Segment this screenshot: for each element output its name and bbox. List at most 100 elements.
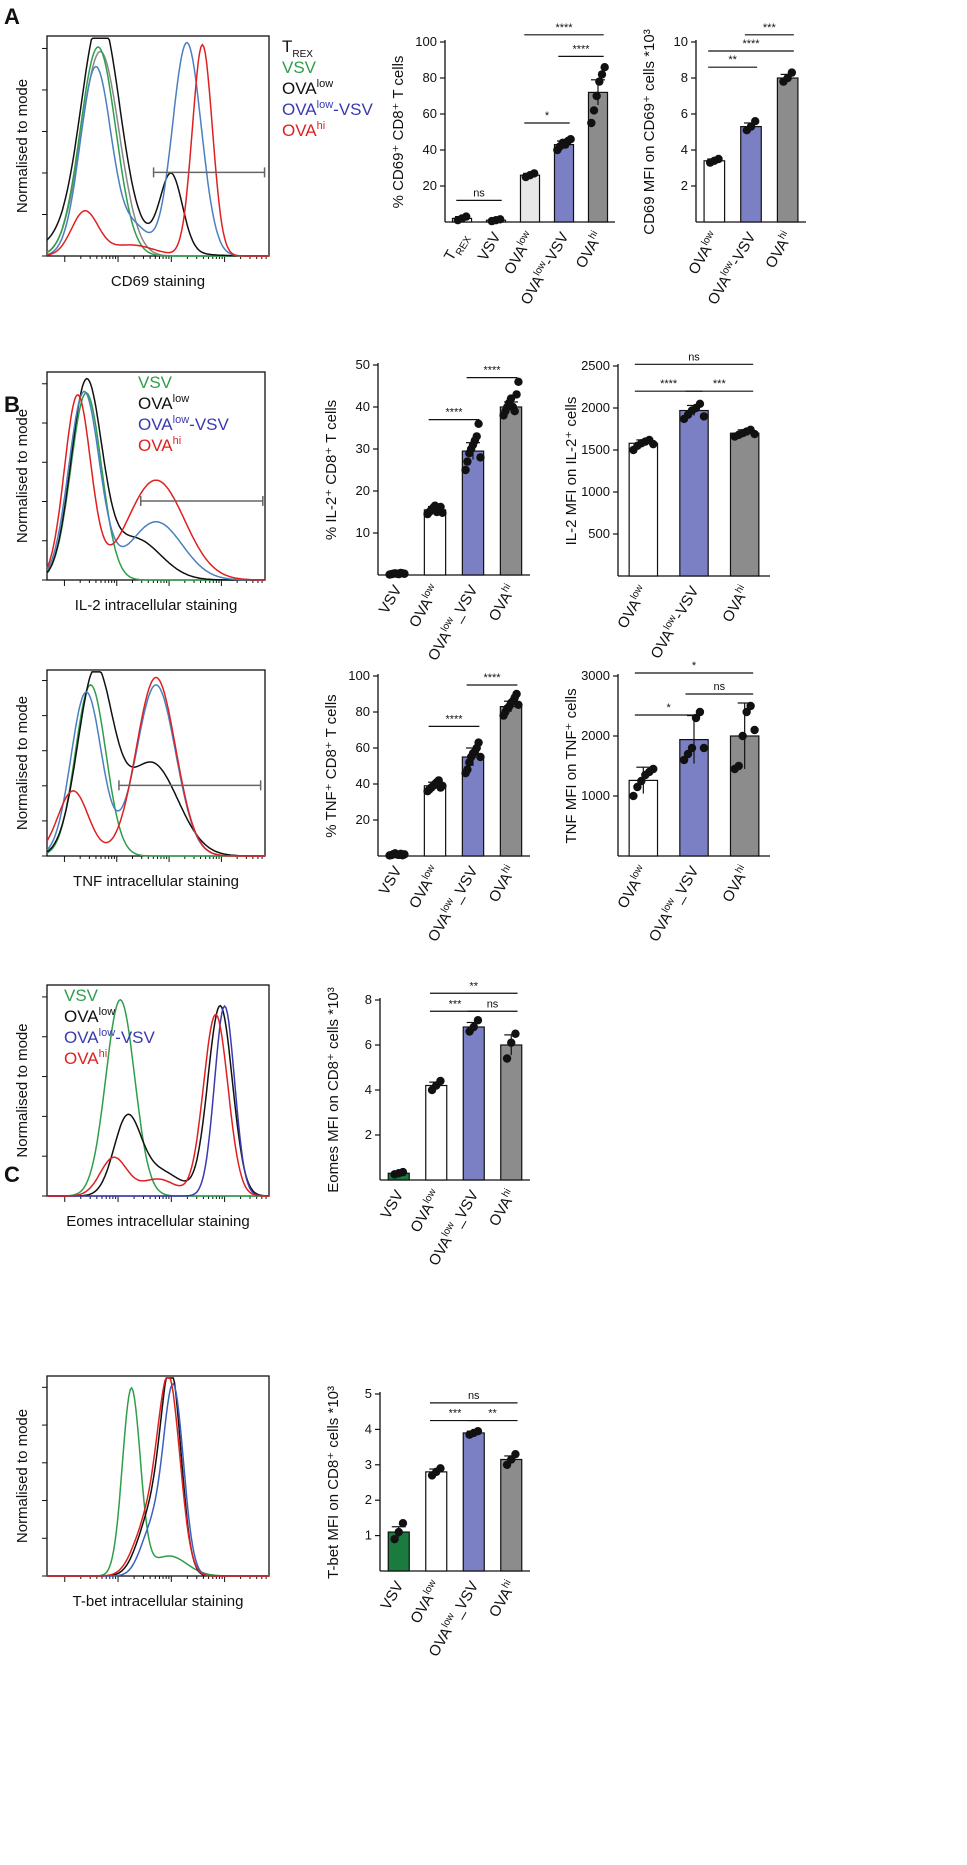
significance-label: **** [483,672,501,684]
data-point [398,1519,408,1528]
x-axis-label: CD69 staining [111,273,205,290]
significance-label: **** [742,38,760,50]
data-point [649,439,658,449]
y-tick-label: 2500 [581,358,610,373]
legend-entry: TREX [282,37,313,60]
y-axis-label: Eomes MFI on CD8⁺ cells *10³ [325,987,342,1192]
x-axis-label: TNF intracellular staining [73,873,239,890]
significance-label: ** [728,54,737,66]
data-point [691,713,701,723]
data-point [750,725,759,735]
data-point [751,117,760,126]
panel-c-eomes-histogram: Eomes intracellular staining Normalised t… [14,984,270,1230]
y-tick-label: 8 [681,70,688,85]
y-axis-label: Normalised to mode [14,1409,31,1543]
significance-label: **** [483,365,501,377]
y-axis-label: T-bet MFI on CD8⁺ cells *10³ [325,1386,342,1579]
category-label: VSV [376,864,406,898]
y-tick-label: 60 [356,740,370,755]
data-point [592,91,601,101]
panel-c-tbet-histogram: T-bet intracellular staining Normalised t… [14,1375,270,1610]
y-tick-label: 1500 [581,442,610,457]
y-tick-label: 10 [674,34,688,49]
y-tick-label: 8 [365,992,372,1007]
significance-label: ns [468,1390,480,1402]
data-point [699,743,709,753]
y-tick-label: 80 [356,704,370,719]
y-tick-label: 100 [415,34,437,49]
panel-b-il2-histogram: IL-2 intracellular staining Normalised to… [14,371,266,614]
category-label: VSV [376,583,406,617]
category-label: VSV [377,1579,407,1613]
category-label: OVAhi [485,582,520,624]
histogram-curve-ovahi [46,394,265,581]
data-point [463,765,472,774]
data-point [637,776,646,786]
data-point [400,569,409,578]
bar [740,125,762,223]
data-point [390,1534,399,1544]
data-point [530,169,539,178]
y-tick-label: 50 [356,357,370,372]
data-point [714,154,723,164]
histogram-curve-ovahi [47,1377,269,1577]
data-point [595,77,604,86]
bar [462,1432,485,1572]
histogram-curve-ovalow [46,377,265,581]
data-point [734,761,743,771]
significance-label: **** [660,378,678,390]
significance-label: ns [714,681,726,693]
data-point [566,135,575,144]
histogram-curve-ovalow-vsv [47,1004,269,1197]
significance-label: *** [449,998,463,1010]
y-tick-label: 40 [356,776,370,791]
legend-entry: OVAlow [64,1006,115,1026]
legend-entry: OVAhi [64,1048,107,1068]
y-tick-label: 20 [423,178,437,193]
bar [425,1084,448,1181]
panel-c-tbet-mfi-chart: 1 2 3 4 5 T-bet MFI on CD8⁺ cells *10³ VSV OVAl… [325,1386,530,1660]
data-point [742,707,751,717]
category-label: OVAhi [485,863,520,905]
category-label: VSV [475,230,505,264]
data-point [750,429,759,439]
y-tick-label: 4 [365,1082,372,1097]
data-point [633,782,642,792]
y-tick-label: 80 [423,70,437,85]
significance-label: **** [445,407,463,419]
panel-b-percent-il2-chart: 10 20 30 40 50 % IL-2⁺ CD8⁺ T cells VSV OVAlow O… [323,357,530,664]
y-tick-label: 2 [365,1127,372,1142]
y-axis-label: CD69 MFI on CD69⁺ cells *10³ [641,29,658,235]
y-tick-label: 3 [365,1457,372,1472]
histogram-curve-ovalow [46,37,269,257]
data-point [746,701,755,711]
panel-label-a: A [4,4,20,29]
significance-label: ns [688,351,700,363]
y-tick-label: 6 [365,1037,372,1052]
category-label: OVAhi [485,1578,520,1620]
bar [519,174,541,223]
bar [729,432,760,577]
significance-label: ** [469,980,478,992]
histogram-curve-ovalow-vsv [46,41,269,257]
y-axis-label: % CD69⁺ CD8⁺ T cells [390,56,407,209]
category-label: OVAhi [761,229,796,271]
category-label: OVAlow [684,228,723,277]
significance-label: * [692,660,697,672]
y-tick-label: 20 [356,812,370,827]
data-point [695,399,705,408]
y-axis-label: % TNF⁺ CD8⁺ T cells [323,694,340,837]
histogram-curve-ovalow-vsv [46,390,265,581]
histogram-curve-ovahi [46,43,269,257]
data-point [496,215,505,224]
y-tick-label: 500 [588,526,610,541]
y-tick-label: 5 [365,1386,372,1401]
legend-entry: VSV [64,986,99,1005]
y-tick-label: 40 [356,399,370,414]
y-tick-label: 2000 [581,728,610,743]
bar [499,705,523,857]
legend-entry: VSV [138,373,173,392]
data-point [587,118,596,128]
y-tick-label: 3000 [581,668,610,683]
